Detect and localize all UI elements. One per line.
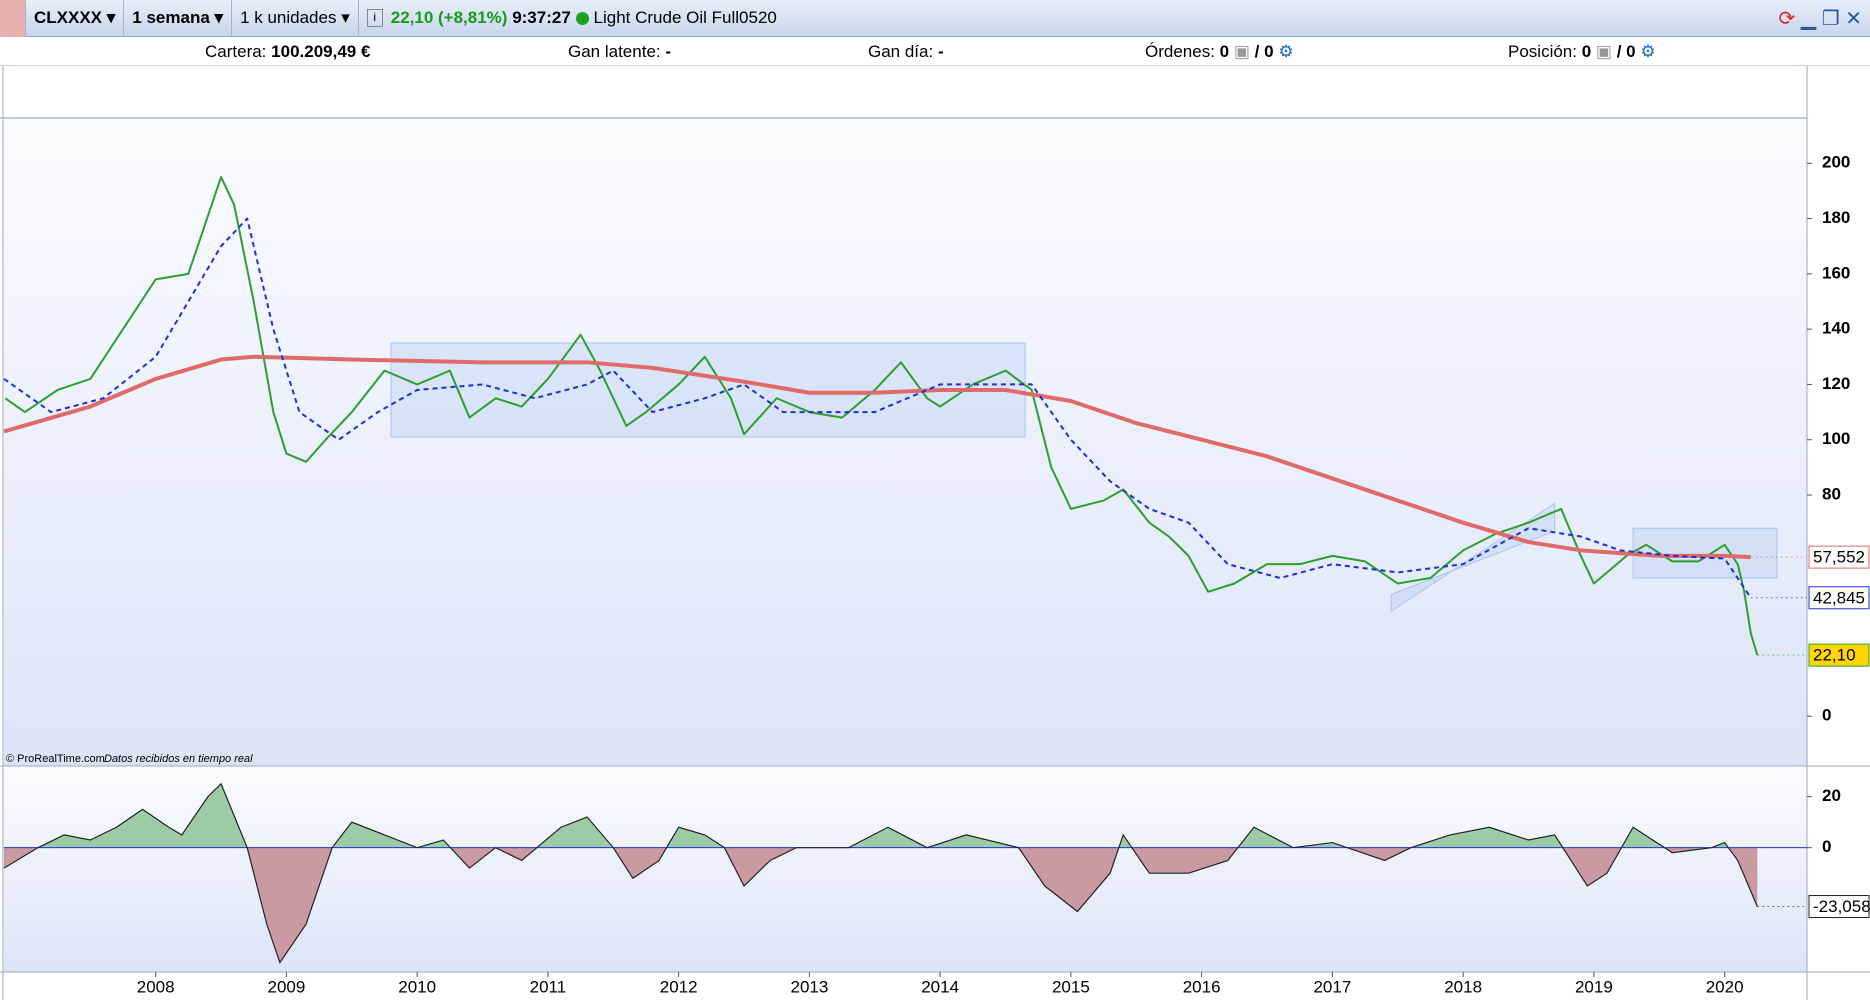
units: 1 k unidades <box>240 8 337 27</box>
y-tick-label: 0 <box>1822 706 1831 725</box>
footer-note: Datos recibidos en tiempo real <box>104 753 253 765</box>
value: - <box>937 42 944 61</box>
x-tick-label: 2008 <box>137 977 175 996</box>
time: 9:37:27 <box>512 8 571 27</box>
app-icon <box>0 0 26 37</box>
x-tick-label: 2016 <box>1183 977 1221 996</box>
period: 1 semana <box>132 8 210 27</box>
value: / 0 <box>1616 42 1636 61</box>
quote: i 22,10 (+8,81%) 9:37:27 Light Crude Oil… <box>359 0 785 37</box>
period-selector[interactable]: 1 semana ▾ <box>124 0 233 37</box>
value-label-box <box>1808 895 1870 919</box>
orders: Órdenes: 0 ▣ / 0 ⚙ <box>1145 42 1294 61</box>
value-label: 22,10 <box>1813 646 1856 665</box>
portfolio: Cartera: 100.209,49 € <box>205 42 370 62</box>
x-tick-label: 2009 <box>267 977 305 996</box>
value: / 0 <box>1254 42 1274 61</box>
x-tick-label: 2012 <box>660 977 698 996</box>
area-positive <box>4 783 1758 848</box>
y-tick-label: 200 <box>1822 153 1850 172</box>
line <box>4 176 1759 656</box>
label: Gan día: <box>868 42 934 61</box>
x-tick-label: 2013 <box>790 977 828 996</box>
status-dot <box>575 11 589 25</box>
label: Gan latente: <box>568 42 661 61</box>
y-tick-label: 20 <box>1822 786 1841 805</box>
y-tick-label: 160 <box>1822 263 1850 282</box>
zone <box>1632 527 1778 579</box>
instrument-name: Light Crude Oil Full0520 <box>593 8 777 27</box>
x-tick-label: 2019 <box>1575 977 1613 996</box>
value: 0 <box>1581 42 1592 61</box>
line <box>3 782 1758 964</box>
day: Gan día: - <box>868 42 944 62</box>
position: Posición: 0 ▣ / 0 ⚙ <box>1508 42 1656 61</box>
symbol-selector[interactable]: CLXXXX ▾ <box>26 0 125 37</box>
window-buttons[interactable]: ⟳ ▁ ❐ ✕ <box>1778 8 1862 30</box>
change: 22,10 (+8,81%) <box>390 8 508 27</box>
y-tick-label: 80 <box>1822 485 1841 504</box>
label: Órdenes: <box>1145 42 1215 61</box>
info-icon[interactable]: i <box>366 9 383 27</box>
value-label: 57,552 <box>1813 548 1865 567</box>
value: 0 <box>1219 42 1230 61</box>
value-label-box <box>1808 545 1870 569</box>
x-tick-label: 2017 <box>1313 977 1351 996</box>
copyright: © ProRealTime.com <box>6 753 105 765</box>
y-tick-label: 180 <box>1822 208 1850 227</box>
x-tick-label: 2014 <box>921 977 959 996</box>
y-tick-label: 120 <box>1822 374 1850 393</box>
x-tick-label: 2011 <box>530 977 567 996</box>
info-bar: Cartera: 100.209,49 € Gan latente: - Gan… <box>0 37 1870 66</box>
x-tick-label: 2018 <box>1444 977 1482 996</box>
line <box>3 354 1751 560</box>
label: Posición: <box>1508 42 1577 61</box>
value-label-box <box>1808 586 1870 610</box>
label: Cartera: <box>205 42 267 61</box>
price-panel <box>4 119 1807 766</box>
x-tick-label: 2015 <box>1052 977 1090 996</box>
symbol: CLXXXX <box>34 8 103 27</box>
value-label-box <box>1808 643 1870 667</box>
y-tick-label: 100 <box>1822 429 1850 448</box>
y-tick-label: 140 <box>1822 319 1850 338</box>
y-tick-label: 0 <box>1822 837 1831 856</box>
channel <box>1390 502 1556 613</box>
latent: Gan latente: - <box>568 42 671 62</box>
value: 100.209,49 € <box>271 42 371 61</box>
empty-panel <box>0 66 1870 118</box>
value-label: 42,845 <box>1813 588 1865 607</box>
toolbar: CLXXXX ▾ 1 semana ▾ 1 k unidades ▾ i 22,… <box>0 0 1870 37</box>
units-selector[interactable]: 1 k unidades ▾ <box>232 0 359 37</box>
x-tick-label: 2020 <box>1706 977 1744 996</box>
line <box>3 217 1752 599</box>
value: - <box>665 42 672 61</box>
area-negative <box>4 847 1758 963</box>
value-label: -23,058 <box>1813 897 1870 916</box>
x-tick-label: 2010 <box>398 977 436 996</box>
